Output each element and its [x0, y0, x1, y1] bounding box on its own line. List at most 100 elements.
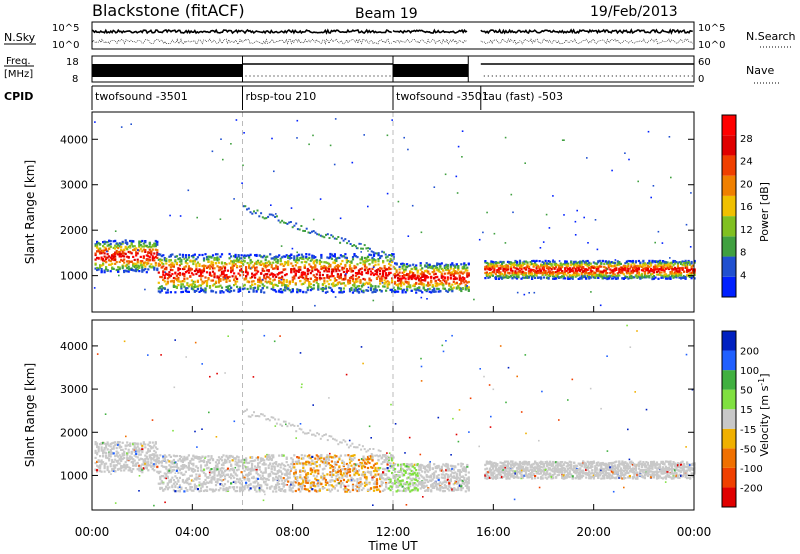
power-cell	[201, 253, 204, 257]
power-cell	[260, 263, 263, 266]
power-cell	[377, 268, 380, 271]
power-cell	[124, 239, 127, 242]
power-cell	[135, 263, 138, 266]
power-cell	[573, 273, 576, 277]
power-cell	[344, 263, 347, 267]
power-cell	[506, 276, 510, 279]
power-cell	[649, 273, 653, 276]
power-cell	[339, 289, 342, 292]
power-cell	[347, 280, 350, 283]
power-cell	[214, 281, 218, 284]
velocity-cell	[213, 472, 216, 475]
power-cell	[291, 276, 294, 279]
power-cell	[129, 260, 132, 263]
power-cell	[672, 276, 675, 279]
power-cell	[422, 275, 425, 278]
velocity-cell	[118, 444, 121, 447]
velocity-cell	[270, 465, 273, 468]
power-cell	[580, 277, 583, 280]
power-cell	[488, 263, 491, 266]
power-cell	[661, 274, 665, 278]
power-cell	[326, 256, 329, 259]
power-cell	[251, 260, 254, 264]
power-cell	[357, 276, 361, 279]
velocity-cell	[275, 473, 278, 476]
power-cell	[630, 260, 633, 263]
power-cell	[439, 263, 442, 266]
power-cell	[549, 270, 552, 273]
power-cell	[276, 265, 279, 268]
power-cell	[366, 289, 370, 292]
power-cell	[369, 270, 373, 273]
velocity-cell	[226, 488, 230, 491]
power-cell	[290, 253, 293, 256]
velocity-cell	[234, 460, 237, 463]
power-cell	[457, 286, 460, 289]
power-cell	[658, 263, 662, 266]
velocity-cell	[129, 444, 132, 447]
velocity-cell	[184, 479, 187, 482]
velocity-cell	[106, 465, 109, 468]
velocity-cell	[257, 473, 260, 476]
power-sparse-cell	[415, 288, 417, 290]
power-cell	[452, 286, 455, 289]
power-cell	[351, 274, 355, 277]
velocity-cell	[169, 471, 172, 474]
power-cell	[315, 273, 318, 276]
power-cell	[169, 268, 172, 271]
velocity-cell	[180, 460, 183, 463]
power-cell	[357, 291, 361, 294]
power-cell	[651, 277, 654, 281]
power-cell	[521, 271, 525, 274]
power-cell	[651, 261, 654, 264]
power-cell	[273, 267, 276, 270]
power-cell	[120, 248, 123, 251]
power-cell	[631, 271, 634, 274]
power-cell	[543, 265, 546, 268]
power-cell	[305, 274, 308, 277]
velocity-cell	[132, 468, 135, 471]
power-cell	[538, 270, 541, 273]
velocity-cell	[287, 463, 290, 467]
power-cell	[324, 291, 327, 294]
power-cell	[324, 287, 327, 290]
power-cell	[267, 264, 270, 267]
power-cell	[491, 271, 494, 274]
power-cell	[451, 290, 454, 293]
velocity-cell	[172, 489, 175, 492]
power-cell	[142, 248, 145, 251]
power-cell	[255, 290, 258, 293]
power-cell	[582, 275, 585, 278]
power-cell	[517, 272, 520, 275]
power-cell	[135, 251, 138, 254]
power-cell	[165, 262, 168, 265]
power-cell	[130, 268, 133, 271]
power-cell	[315, 281, 318, 284]
power-cell	[258, 276, 261, 279]
power-arc-cell	[270, 213, 273, 216]
power-cell	[391, 288, 394, 291]
power-cell	[613, 276, 616, 279]
velocity-cell	[263, 480, 266, 483]
power-cell	[126, 248, 129, 251]
power-cell	[595, 274, 598, 278]
power-cell	[240, 268, 243, 271]
velocity-cell	[178, 469, 181, 472]
power-cell	[192, 273, 195, 276]
power-cell	[670, 266, 674, 269]
power-cell	[407, 278, 410, 281]
power-cell	[245, 271, 248, 274]
power-cell	[159, 253, 162, 256]
power-cell	[512, 276, 516, 279]
power-cell	[454, 272, 457, 275]
power-cell	[502, 261, 505, 264]
power-cell	[485, 267, 488, 270]
power-cell	[180, 262, 183, 265]
power-cell	[487, 264, 490, 267]
power-cell	[141, 245, 144, 248]
velocity-cell	[94, 462, 97, 465]
power-cell	[385, 274, 388, 277]
power-cell	[204, 289, 207, 292]
power-cell	[225, 285, 228, 289]
power-cell	[135, 270, 138, 273]
